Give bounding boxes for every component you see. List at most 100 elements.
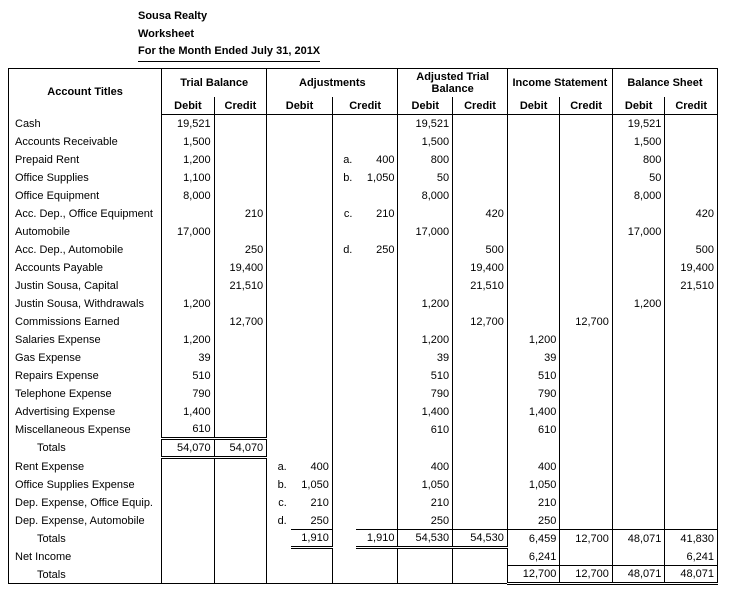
cell <box>162 476 215 494</box>
cell: Automobile <box>9 223 162 241</box>
cell: Gas Expense <box>9 349 162 367</box>
cell: 500 <box>453 241 508 259</box>
cell: Office Equipment <box>9 187 162 205</box>
cell <box>267 566 291 584</box>
cell <box>162 458 215 476</box>
cell <box>291 277 333 295</box>
cell <box>332 259 356 277</box>
cell: 1,200 <box>162 151 215 169</box>
cell <box>332 385 356 403</box>
cell: 1,050 <box>356 169 398 187</box>
cell <box>267 115 291 133</box>
cell <box>267 349 291 367</box>
cell: 400 <box>398 458 453 476</box>
cell <box>214 223 267 241</box>
doc-title: Worksheet <box>138 26 721 44</box>
table-row: Salaries Expense1,2001,2001,200 <box>9 331 718 349</box>
cell <box>560 367 613 385</box>
cell <box>612 367 665 385</box>
cell <box>332 494 356 512</box>
cell <box>507 313 560 331</box>
cell: 19,521 <box>612 115 665 133</box>
cell <box>214 349 267 367</box>
cell: Totals <box>9 530 162 548</box>
cell <box>453 385 508 403</box>
table-row: Net Income6,2416,241 <box>9 548 718 566</box>
sec-adjustments: Adjustments <box>267 68 398 97</box>
cell <box>267 277 291 295</box>
cell <box>267 169 291 187</box>
cell <box>560 115 613 133</box>
cell <box>291 259 333 277</box>
cell: 250 <box>507 512 560 530</box>
cell <box>612 494 665 512</box>
cell <box>162 566 215 584</box>
cell <box>560 295 613 313</box>
cell <box>356 566 398 584</box>
cell <box>507 205 560 223</box>
table-row: Office Supplies1,100b.1,0505050 <box>9 169 718 187</box>
cell <box>267 403 291 421</box>
cell: Accounts Receivable <box>9 133 162 151</box>
cell <box>560 476 613 494</box>
cell <box>332 367 356 385</box>
cell <box>612 476 665 494</box>
cell <box>356 439 398 458</box>
cell <box>507 115 560 133</box>
cell <box>267 421 291 439</box>
cell <box>267 187 291 205</box>
cell: 1,200 <box>162 331 215 349</box>
cell <box>267 331 291 349</box>
cell <box>453 367 508 385</box>
cell <box>267 367 291 385</box>
cell: 500 <box>665 241 718 259</box>
cell: 21,510 <box>665 277 718 295</box>
cell <box>560 403 613 421</box>
cell: 610 <box>162 421 215 439</box>
cell: 6,459 <box>507 530 560 548</box>
cell: Totals <box>9 566 162 584</box>
cell: 420 <box>453 205 508 223</box>
cell <box>398 205 453 223</box>
cell <box>291 548 333 566</box>
cell <box>332 349 356 367</box>
cell <box>291 241 333 259</box>
cell: 400 <box>291 458 333 476</box>
cell <box>665 403 718 421</box>
cell: 1,910 <box>356 530 398 548</box>
col-account-titles: Account Titles <box>9 68 162 115</box>
cell <box>162 512 215 530</box>
cell <box>612 349 665 367</box>
cell <box>560 223 613 241</box>
cell: Dep. Expense, Office Equip. <box>9 494 162 512</box>
cell <box>332 458 356 476</box>
cell <box>356 403 398 421</box>
cell <box>214 115 267 133</box>
cell <box>214 421 267 439</box>
cell <box>665 367 718 385</box>
cell <box>560 458 613 476</box>
cell: Justin Sousa, Withdrawals <box>9 295 162 313</box>
cell <box>332 313 356 331</box>
cell <box>453 458 508 476</box>
cell <box>214 385 267 403</box>
cell <box>560 548 613 566</box>
adj-debit: Debit <box>267 97 333 115</box>
cell: 400 <box>356 151 398 169</box>
table-row: Acc. Dep., Automobile250d.250500500 <box>9 241 718 259</box>
cell: 21,510 <box>214 277 267 295</box>
sec-balance-sheet: Balance Sheet <box>612 68 717 97</box>
cell <box>356 548 398 566</box>
cell: 1,200 <box>612 295 665 313</box>
cell: 210 <box>291 494 333 512</box>
table-row: Gas Expense393939 <box>9 349 718 367</box>
cell: 1,050 <box>398 476 453 494</box>
cell: Justin Sousa, Capital <box>9 277 162 295</box>
cell <box>214 458 267 476</box>
cell <box>665 476 718 494</box>
cell: 19,400 <box>665 259 718 277</box>
cell: Dep. Expense, Automobile <box>9 512 162 530</box>
table-row: Commissions Earned12,70012,70012,700 <box>9 313 718 331</box>
cell <box>560 421 613 439</box>
cell <box>507 187 560 205</box>
